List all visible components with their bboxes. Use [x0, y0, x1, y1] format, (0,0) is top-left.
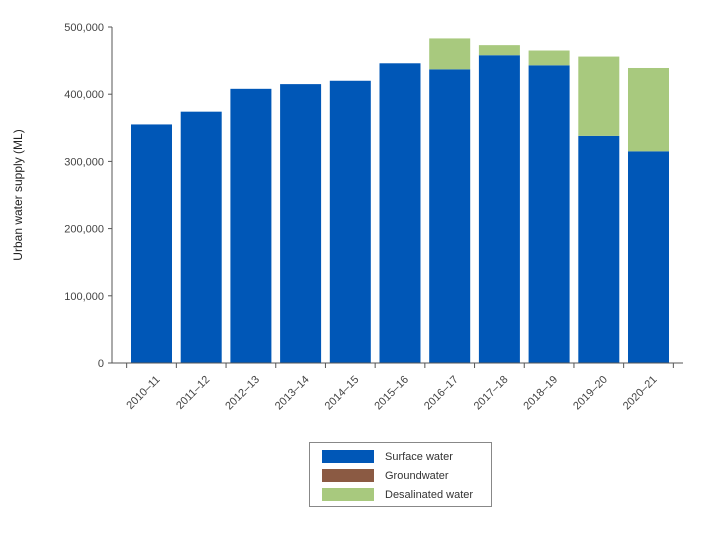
bar-desalinated-water — [578, 56, 620, 136]
x-tick-label: 2013–14 — [273, 374, 312, 413]
legend-swatch-surface-water — [322, 450, 374, 463]
y-axis-title: Urban water supply (ML) — [11, 129, 25, 260]
bar-surface-water — [578, 135, 620, 363]
bar-surface-water — [628, 151, 669, 363]
y-axis: 0 100,000 200,000 300,000 400,000 500,000 — [64, 22, 113, 370]
y-tick-label: 400,000 — [64, 89, 104, 101]
bar-surface-water — [528, 65, 570, 363]
legend-swatch-desalinated-water — [322, 488, 374, 501]
legend-swatch-groundwater — [322, 469, 374, 482]
x-tick-label: 2014–15 — [323, 374, 362, 413]
x-tick-label: 2015–16 — [372, 374, 411, 413]
bar-surface-water — [329, 80, 371, 363]
bar-surface-water — [230, 88, 272, 363]
x-tick-label: 2018–19 — [521, 374, 560, 413]
y-tick-label: 500,000 — [64, 22, 104, 34]
bar-desalinated-water — [528, 50, 570, 66]
bar-desalinated-water — [628, 67, 669, 152]
bar-surface-water — [429, 69, 471, 363]
x-tick-label: 2016–17 — [422, 374, 461, 413]
x-tick-label: 2017–18 — [472, 374, 511, 413]
bar-surface-water — [180, 111, 222, 363]
x-tick-label: 2012–13 — [223, 374, 262, 413]
x-tick-label: 2010–11 — [124, 374, 162, 412]
y-tick-label: 300,000 — [64, 156, 104, 168]
bar-desalinated-water — [429, 38, 471, 70]
bar-surface-water — [478, 55, 520, 363]
bar-surface-water — [379, 63, 421, 364]
bar-surface-water — [280, 84, 322, 364]
legend: Surface water Groundwater Desalinated wate… — [309, 442, 492, 507]
x-tick-label: 2011–12 — [174, 374, 212, 412]
plot-area — [131, 38, 669, 364]
x-axis: 2010–11 2011–12 2012–13 2013–14 2014–15 2015–… — [112, 362, 683, 413]
legend-label-desalinated-water: Desalinated water — [385, 489, 473, 501]
x-tick-label: 2019–20 — [571, 374, 610, 413]
y-tick-label: 0 — [98, 358, 104, 370]
legend-label-groundwater: Groundwater — [385, 470, 449, 482]
y-tick-label: 100,000 — [64, 291, 104, 303]
bar-surface-water — [131, 124, 172, 363]
legend-label-surface-water: Surface water — [385, 451, 453, 463]
x-tick-label: 2020–21 — [621, 374, 660, 413]
bar-desalinated-water — [478, 45, 520, 56]
y-tick-label: 200,000 — [64, 224, 104, 236]
